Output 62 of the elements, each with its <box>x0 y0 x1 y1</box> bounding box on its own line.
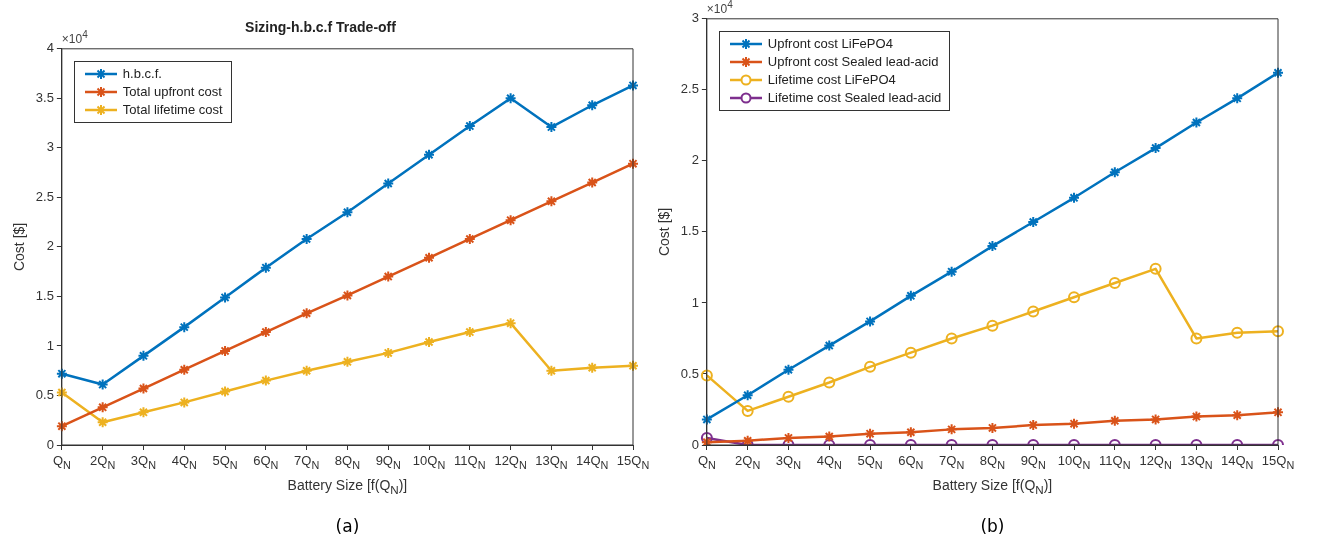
y-tick-label: 1 <box>691 294 699 310</box>
y-tick-label: 1 <box>46 337 54 353</box>
y-tick-label: 1.5 <box>680 223 699 239</box>
y-axis-title: Cost [$] <box>11 222 28 272</box>
x-tick-label: 10Q$_{N}$ <box>1057 453 1091 471</box>
legend-label: Lifetime cost LiFePO4 <box>767 72 896 88</box>
legend-label: h.b.c.f. <box>122 66 162 82</box>
y-tick-label: 0.5 <box>680 365 699 381</box>
y-tick-label: 0.5 <box>35 387 54 403</box>
y-tick-label: 2 <box>46 238 54 254</box>
x-tick-label: 15Q$_{N}$ <box>616 453 650 471</box>
x-tick-label: 4Q$_{N}$ <box>171 453 197 471</box>
x-tick-label: 4Q$_{N}$ <box>816 453 842 471</box>
text: (b) <box>980 516 1005 536</box>
x-tick-label: 14Q$_{N}$ <box>1221 453 1254 471</box>
x-tick-label: 3Q$_{N}$ <box>775 453 802 471</box>
x-tick-label: 9Q$_{N}$ <box>1020 453 1046 471</box>
x-tick-label: 12Q$_{N}$ <box>494 453 527 471</box>
legend-label: Upfront cost LiFePO4 <box>767 36 893 52</box>
x-tick-label: 11Q$_{N}$ <box>454 453 486 471</box>
y-tick-label: 1.5 <box>35 288 54 303</box>
text: ×10$^{4}$ <box>706 0 733 16</box>
y-tick-label: 3 <box>691 10 699 26</box>
legend-label: Upfront cost Sealed lead-acid <box>767 54 939 70</box>
x-tick-label: 12Q$_{N}$ <box>1139 453 1172 471</box>
y-tick-label: 2 <box>691 152 699 168</box>
x-tick-label: 6Q$_{N}$ <box>253 453 279 471</box>
x-tick-label: 2Q$_{N}$ <box>90 453 116 471</box>
y-tick-label: 0 <box>46 436 54 452</box>
x-axis-title: Battery Size [f(Q$_{N}$)] <box>287 477 408 496</box>
x-tick-label: 14Q$_{N}$ <box>576 453 609 471</box>
x-tick-label: 5Q$_{N}$ <box>212 453 238 471</box>
x-tick-label: 8Q$_{N}$ <box>979 453 1006 471</box>
y-tick-label: 4 <box>46 40 54 56</box>
x-tick-label: 3Q$_{N}$ <box>130 453 157 471</box>
legend-label: Total upfront cost <box>122 84 222 100</box>
x-tick-label: 9Q$_{N}$ <box>375 453 401 471</box>
legend-label: Lifetime cost Sealed lead-acid <box>767 90 942 106</box>
y-tick-label: 2.5 <box>35 188 54 204</box>
y-tick-label: 0 <box>691 436 699 452</box>
x-tick-label: 7Q$_{N}$ <box>939 453 965 471</box>
y-tick-label: 3 <box>46 139 54 155</box>
legend-label: Total lifetime cost <box>122 102 223 118</box>
x-tick-label: 11Q$_{N}$ <box>1099 453 1131 471</box>
x-tick-label: 13Q$_{N}$ <box>535 453 568 471</box>
y-axis-title: Cost [$] <box>656 207 673 257</box>
x-axis-title: Battery Size [f(Q$_{N}$)] <box>932 477 1053 496</box>
x-tick-label: 10Q$_{N}$ <box>412 453 446 471</box>
x-tick-label: 2Q$_{N}$ <box>735 453 761 471</box>
y-tick-label: 3.5 <box>35 89 54 105</box>
x-tick-label: Q$_{N}$ <box>697 453 716 471</box>
x-tick-label: 6Q$_{N}$ <box>898 453 924 471</box>
x-tick-label: Q$_{N}$ <box>52 453 71 471</box>
x-tick-label: 13Q$_{N}$ <box>1180 453 1213 471</box>
x-tick-label: 15Q$_{N}$ <box>1261 453 1295 471</box>
x-tick-label: 7Q$_{N}$ <box>294 453 320 471</box>
y-tick-label: 2.5 <box>680 81 699 97</box>
text: (a) <box>335 516 360 536</box>
x-tick-label: 8Q$_{N}$ <box>334 453 361 471</box>
chart-title: Sizing-h.b.c.f Trade-off <box>245 19 397 36</box>
text: ×10$^{4}$ <box>61 28 88 46</box>
x-tick-label: 5Q$_{N}$ <box>857 453 883 471</box>
